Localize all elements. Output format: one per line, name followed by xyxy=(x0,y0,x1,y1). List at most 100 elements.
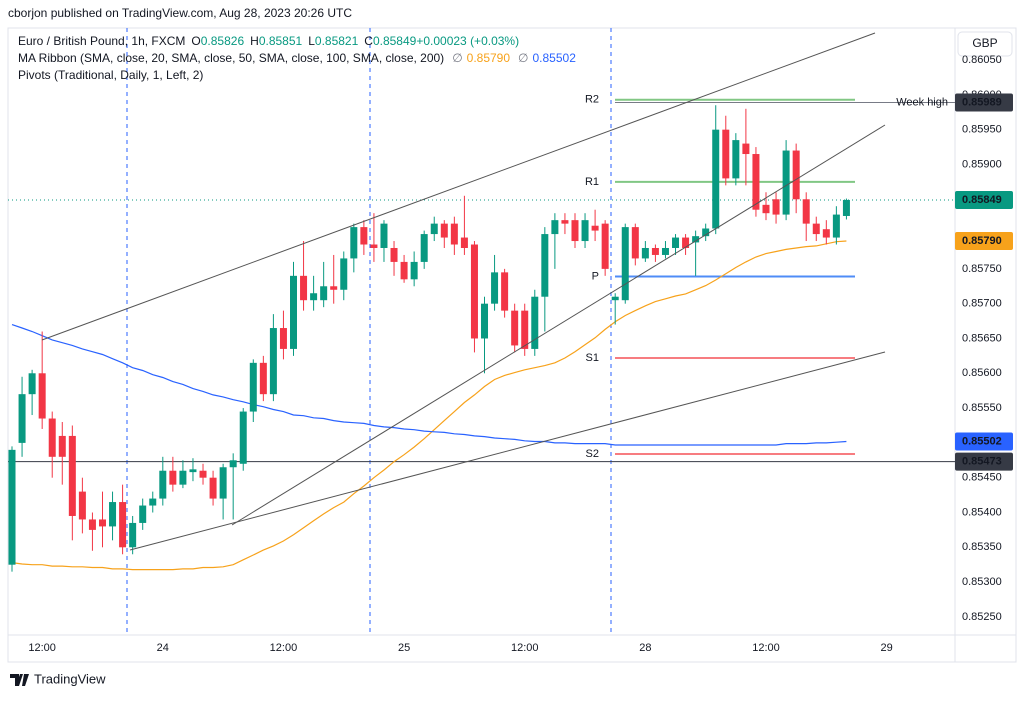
ohlc-key: O xyxy=(191,34,200,48)
candle-body xyxy=(38,373,46,419)
pivot-label: P xyxy=(592,270,599,282)
candle-body xyxy=(732,140,740,179)
candle-body xyxy=(239,411,247,464)
candle-body xyxy=(400,261,408,280)
candle-body xyxy=(842,199,850,216)
trend-line xyxy=(231,124,886,526)
ma-marker: ∅ xyxy=(452,51,462,65)
currency-button[interactable] xyxy=(957,31,1013,57)
ohlc-value: +0.00023 (+0.03%) xyxy=(416,34,519,48)
brand: TradingView xyxy=(10,671,106,686)
pivots-legend: Pivots (Traditional, Daily, 1, Left, 2) xyxy=(18,68,203,82)
candle-body xyxy=(531,296,539,349)
candle-body xyxy=(169,470,177,485)
candle-body xyxy=(279,328,287,349)
candle-body xyxy=(199,470,207,478)
price-tag xyxy=(955,452,1013,471)
candle-body xyxy=(68,435,76,516)
candle-body xyxy=(450,223,458,245)
x-tick-label: 24 xyxy=(157,642,169,654)
candle-body xyxy=(470,244,478,339)
candle-body xyxy=(340,258,348,290)
x-tick-label: 12:00 xyxy=(270,642,298,654)
candle-body xyxy=(48,418,56,457)
ohlc-value: 0.85826 xyxy=(201,34,245,48)
price-tag xyxy=(955,432,1013,451)
price-tag-label: 0.85473 xyxy=(962,456,1002,468)
x-tick-label: 29 xyxy=(881,642,893,654)
candle-body xyxy=(290,275,297,349)
y-tick-label: 0.85700 xyxy=(962,298,1002,310)
ma-marker: ∅ xyxy=(518,51,528,65)
candle-body xyxy=(249,362,257,412)
candle-body xyxy=(772,199,780,215)
candle-body xyxy=(762,204,770,214)
symbol-legend: Euro / British Pound, 1h, FXCM O0.85826 H0… xyxy=(18,34,519,48)
ma-line xyxy=(11,324,847,446)
candle-body xyxy=(641,247,649,259)
candle-body xyxy=(601,223,609,269)
candle-body xyxy=(330,286,338,290)
candle-body xyxy=(832,214,840,238)
ma-title: MA Ribbon (SMA, close, 20, SMA, close, 5… xyxy=(18,51,444,65)
price-tag xyxy=(955,93,1013,112)
candle-body xyxy=(792,150,800,200)
candle-body xyxy=(782,150,790,215)
ma-legend: MA Ribbon (SMA, close, 20, SMA, close, 5… xyxy=(18,51,576,65)
y-tick-label: 0.85650 xyxy=(962,332,1002,344)
candle-body xyxy=(209,477,217,499)
candle-body xyxy=(88,519,96,530)
candle-body xyxy=(139,505,147,523)
candle-body xyxy=(179,470,187,485)
session-breaks xyxy=(126,28,612,635)
candle-body xyxy=(58,435,66,457)
ma-line xyxy=(11,240,847,571)
symbol-title: Euro / British Pound, 1h, FXCM xyxy=(18,34,185,48)
price-tag-label: 0.85790 xyxy=(962,235,1002,247)
ohlc-value: 0.85851 xyxy=(259,34,303,48)
pivot-label: S2 xyxy=(586,448,599,460)
candle-body xyxy=(682,237,690,248)
candle-body xyxy=(8,449,16,565)
y-tick-label: 0.85750 xyxy=(962,263,1002,275)
candle-body xyxy=(390,247,398,262)
candle-body xyxy=(269,328,277,395)
x-tick-label: 25 xyxy=(398,642,410,654)
candle-body xyxy=(621,227,629,301)
candle-body xyxy=(651,247,659,255)
candle-body xyxy=(460,237,468,248)
currency-label[interactable]: GBP xyxy=(972,36,997,50)
price-tag-label: 0.85849 xyxy=(962,194,1002,206)
candle-body xyxy=(300,275,308,301)
candle-body xyxy=(752,154,760,210)
candle-body xyxy=(320,286,328,301)
candle-body xyxy=(822,229,830,238)
candle-body xyxy=(18,394,26,443)
y-tick-label: 0.85950 xyxy=(962,124,1002,136)
y-tick-label: 0.85600 xyxy=(962,367,1002,379)
price-tag-label: 0.85502 xyxy=(962,435,1002,447)
candle-body xyxy=(360,227,368,245)
candle-body xyxy=(28,373,36,395)
candle-body xyxy=(511,310,519,346)
trend-lines xyxy=(41,32,886,551)
pivot-label: R1 xyxy=(585,176,599,188)
candle-body xyxy=(591,225,599,231)
candle-body xyxy=(692,236,700,243)
candle-body xyxy=(109,502,117,527)
trend-line xyxy=(129,351,886,551)
candle-body xyxy=(802,199,810,224)
candle-body xyxy=(581,220,589,242)
candle-body xyxy=(159,470,167,499)
week-high-label: Week high xyxy=(896,96,948,108)
y-tick-label: 0.85400 xyxy=(962,506,1002,518)
brand-name: TradingView xyxy=(34,671,106,686)
y-tick-label: 0.85450 xyxy=(962,472,1002,484)
candle-body xyxy=(611,296,619,301)
price-tag xyxy=(955,190,1013,209)
candle-body xyxy=(219,467,227,499)
y-tick-label: 0.85350 xyxy=(962,541,1002,553)
ohlc-value: 0.85821 xyxy=(315,34,359,48)
candle-body xyxy=(189,469,197,473)
candle-body xyxy=(702,228,710,237)
